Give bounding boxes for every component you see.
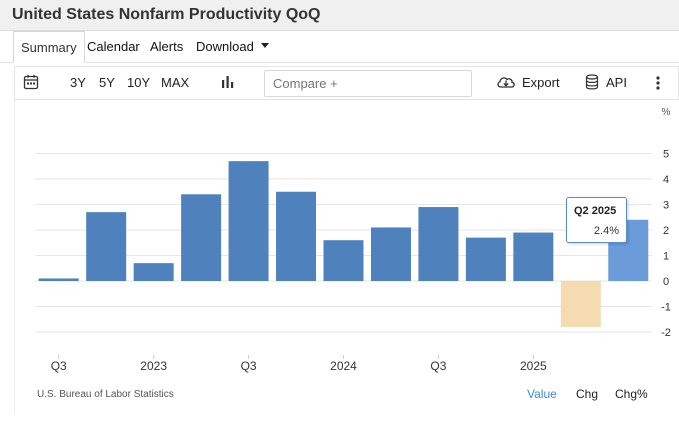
x-tick-label: Q3 [430,359,446,373]
x-tick-label: 2024 [330,359,357,373]
x-tick-label: Q3 [241,359,257,373]
tab-alerts[interactable]: Alerts [150,31,183,63]
bar [133,263,174,281]
bar [513,232,554,281]
value-button[interactable]: Value [527,387,557,401]
range-max-button[interactable]: MAX [161,75,190,90]
chart-area: % 5 4 3 2 1 0 -1 -2 Q3 2023 Q3 2024 Q3 2025 [14,100,679,412]
tab-label: Alerts [150,39,184,54]
bar [38,278,79,281]
bar [276,191,317,281]
y-tick-label: -2 [661,327,671,339]
bar [418,207,459,281]
tooltip-label: Q2 2025 [574,205,617,217]
title-bar: United States Nonfarm Productivity QoQ [0,0,679,31]
range-3y-button[interactable]: 3Y [70,75,86,90]
range-5y-button[interactable]: 5Y [99,75,115,90]
y-tick-label: 0 [663,276,669,288]
compare-input[interactable] [264,70,472,97]
bar [323,240,364,281]
bar [465,237,506,281]
chart-tooltip: Q2 2025 2.4% [566,197,627,243]
y-axis-unit-label: % [662,107,671,118]
y-tick-label: -1 [661,302,671,314]
tab-calendar[interactable]: Calendar [87,31,140,63]
y-tick-label: 3 [663,200,669,212]
tab-download[interactable]: Download [196,31,269,63]
api-button[interactable]: API [606,75,627,90]
bar [228,161,269,281]
bar [560,281,601,327]
x-tick-label: Q3 [51,359,67,373]
cloud-download-icon[interactable] [496,74,516,93]
tooltip-value: 2.4% [593,225,619,237]
y-tick-label: 4 [663,174,669,186]
y-tick-label: 5 [663,149,669,161]
page-title: United States Nonfarm Productivity QoQ [12,6,321,23]
tab-bar: Summary Calendar Alerts Download [0,31,679,63]
y-tick-label: 1 [663,251,669,263]
range-10y-button[interactable]: 10Y [127,75,151,90]
source-label: U.S. Bureau of Labor Statistics [37,389,174,400]
tab-label: Download [196,39,254,54]
export-button[interactable]: Export [522,75,560,90]
bar-chart: % 5 4 3 2 1 0 -1 -2 Q3 2023 Q3 2024 Q3 2025 [35,107,671,373]
caret-down-icon [260,43,269,49]
chg-button[interactable]: Chg [576,387,599,401]
x-tick-label: 2025 [520,359,547,373]
tab-summary[interactable]: Summary [13,31,85,63]
bar [86,212,127,281]
chg-percent-button[interactable]: Chg% [615,387,648,401]
y-tick-label: 2 [663,225,669,237]
x-tick-label: 2023 [140,359,167,373]
chart-toolbar: 3Y 5Y 10Y MAX Export API [14,66,679,100]
bar-chart-icon[interactable] [221,75,235,92]
bar [370,227,411,281]
more-vertical-icon[interactable] [656,76,660,93]
database-icon[interactable] [585,74,599,93]
calendar-icon[interactable] [23,74,39,93]
bar [181,194,222,281]
tab-label: Calendar [87,39,140,54]
tab-label: Summary [21,40,77,55]
